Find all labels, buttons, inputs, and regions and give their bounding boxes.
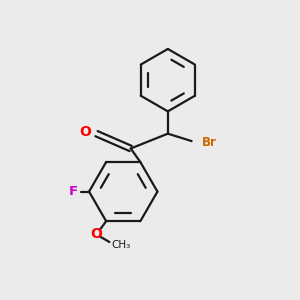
Text: O: O xyxy=(79,125,91,139)
Text: CH₃: CH₃ xyxy=(111,240,130,250)
Text: F: F xyxy=(69,185,78,198)
Text: Br: Br xyxy=(202,136,217,149)
Text: O: O xyxy=(91,227,103,241)
